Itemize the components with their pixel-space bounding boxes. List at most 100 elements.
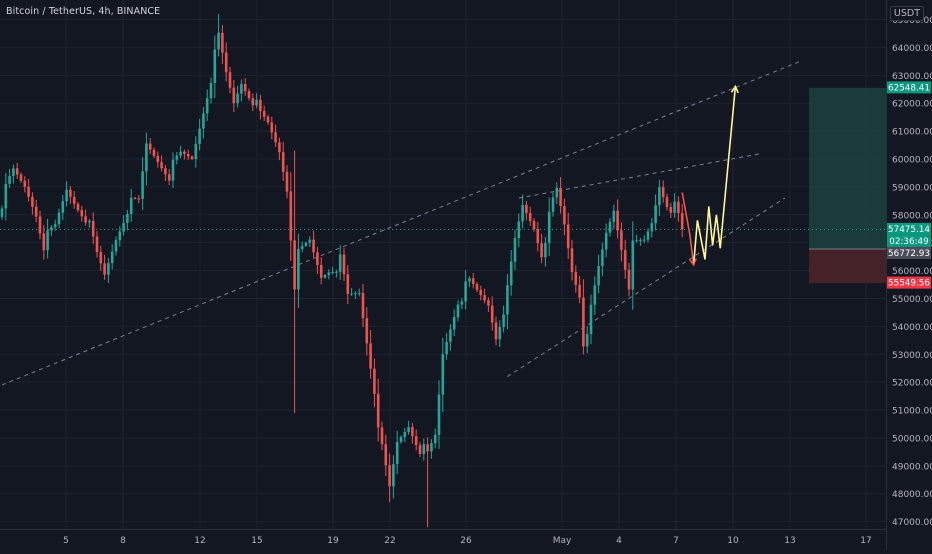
- price-label-text: 56772.93: [888, 249, 930, 259]
- candle-body: [361, 292, 365, 319]
- candle-body: [544, 242, 547, 258]
- candle-body: [217, 32, 220, 50]
- candle-body: [99, 252, 103, 264]
- candle-body: [380, 427, 384, 445]
- y-tick-label: 50000.00: [892, 434, 932, 444]
- candle-body: [532, 220, 536, 230]
- candle-body: [316, 252, 319, 265]
- candle-body: [555, 187, 559, 198]
- candle-body: [240, 83, 243, 94]
- candle-body: [31, 196, 34, 207]
- candle-body: [247, 91, 251, 99]
- candle-body: [88, 221, 91, 223]
- candle-body: [107, 263, 110, 275]
- candle-body: [593, 285, 597, 305]
- candle-body: [608, 221, 612, 233]
- projection-up-arrowhead: [730, 84, 739, 94]
- projection-down-path: [681, 192, 695, 266]
- candle-body: [441, 354, 445, 395]
- candle-body: [566, 224, 570, 249]
- price-labels: 62548.41 57475.14 02:36:49 56772.93 55549.56: [887, 81, 931, 289]
- candle-body: [430, 443, 433, 452]
- candle-body: [346, 274, 350, 294]
- x-tick-label: 15: [251, 536, 262, 546]
- candle-body: [80, 210, 84, 217]
- candle-body: [42, 233, 46, 251]
- y-tick-label: 51000.00: [892, 407, 932, 417]
- candle-body: [46, 230, 49, 251]
- candle-body: [654, 205, 657, 224]
- y-tick-label: 54000.00: [892, 323, 932, 333]
- candle-body: [137, 198, 141, 200]
- candle-body: [623, 250, 627, 270]
- candle-body: [521, 204, 524, 222]
- candle-body: [69, 189, 72, 197]
- candle-body: [171, 159, 175, 181]
- candle-body: [677, 201, 680, 214]
- candle-body: [620, 230, 623, 251]
- candle-body: [209, 82, 213, 99]
- candle-body: [179, 151, 182, 156]
- candle-body: [228, 72, 232, 88]
- candle-body: [433, 434, 437, 444]
- projection-up-path: [692, 86, 737, 266]
- candle-body: [308, 239, 312, 243]
- price-label-text: 57475.14: [888, 225, 930, 235]
- candle-body: [335, 271, 338, 273]
- candle-body: [612, 210, 616, 222]
- candle-body: [635, 240, 638, 242]
- price-label-box: [887, 222, 931, 235]
- x-tick-label: 22: [384, 536, 395, 546]
- candle-body: [426, 444, 429, 452]
- candle-body: [205, 98, 209, 114]
- candle-body: [297, 248, 300, 290]
- candles: [0, 13, 684, 528]
- candle-body: [61, 201, 65, 213]
- candle-body: [639, 239, 642, 241]
- candle-body: [91, 221, 95, 237]
- y-tick-label: 59000.00: [892, 183, 932, 193]
- candle-body: [126, 214, 129, 223]
- candle-body: [338, 254, 342, 272]
- candle-body: [525, 204, 528, 213]
- candle-body: [445, 341, 448, 355]
- y-tick-label: 65000.00: [892, 16, 932, 26]
- currency-label[interactable]: USDT: [889, 6, 924, 21]
- candle-body: [669, 206, 673, 213]
- channel-line: [1, 60, 801, 386]
- price-label-text: 55549.56: [888, 279, 930, 289]
- candle-body: [388, 465, 391, 487]
- candle-body: [164, 168, 167, 175]
- candle-body: [407, 427, 410, 433]
- candle-body: [422, 444, 426, 454]
- candle-body: [384, 444, 388, 466]
- candle-body: [34, 206, 38, 217]
- x-tick-label: 7: [673, 536, 679, 546]
- candle-body: [50, 227, 53, 231]
- candle-body: [148, 143, 152, 150]
- x-tick-label: 17: [860, 536, 871, 546]
- x-tick-label: 5: [63, 536, 69, 546]
- candle-body: [601, 249, 604, 266]
- candle-body: [354, 293, 357, 295]
- y-tick-label: 47000.00: [892, 518, 932, 528]
- candle-body: [528, 212, 532, 221]
- candle-body: [464, 281, 467, 302]
- candle-body: [224, 52, 228, 73]
- candle-body: [578, 284, 581, 298]
- candle-body: [323, 275, 327, 278]
- candle-body: [312, 239, 315, 253]
- candle-body: [540, 243, 543, 258]
- candle-body: [145, 143, 148, 172]
- target-zone: [809, 87, 886, 250]
- candle-body: [646, 231, 650, 240]
- candle-body: [95, 236, 99, 253]
- candle-body: [186, 154, 190, 157]
- candle-body: [38, 216, 42, 234]
- position-zones: [0, 87, 886, 284]
- candle-body: [498, 326, 502, 340]
- candle-body: [403, 432, 407, 438]
